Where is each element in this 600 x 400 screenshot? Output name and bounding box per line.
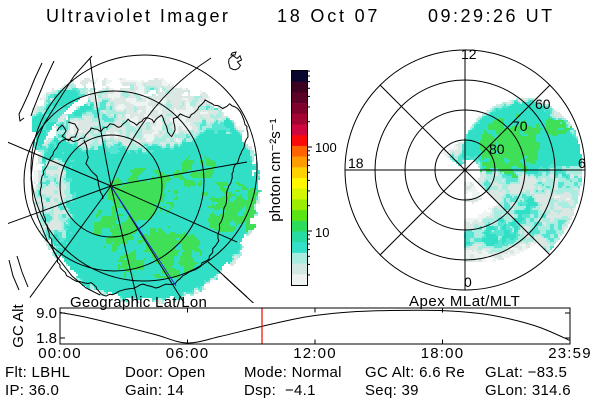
svg-text:photon cm⁻²s⁻¹: photon cm⁻²s⁻¹ [267,118,284,221]
svg-text:Mode: Normal: Mode: Normal [244,364,342,381]
svg-text:09:29:26 UT: 09:29:26 UT [428,6,555,26]
svg-text:IP: 36.0: IP: 36.0 [5,382,59,399]
svg-text:6: 6 [578,155,586,171]
svg-text:18 Oct 07: 18 Oct 07 [277,6,380,26]
svg-text:Dsp: −4.1: Dsp: −4.1 [244,382,316,399]
svg-text:Geographic Lat/Lon: Geographic Lat/Lon [70,294,207,311]
svg-text:23:59: 23:59 [548,345,592,362]
svg-text:06:00: 06:00 [166,345,210,362]
svg-text:18:00: 18:00 [421,345,465,362]
svg-text:18: 18 [348,155,364,171]
svg-text:100: 100 [315,140,337,155]
svg-text:Flt: LBHL: Flt: LBHL [5,364,70,381]
svg-text:Apex MLat/MLT: Apex MLat/MLT [409,293,520,310]
svg-text:1.8: 1.8 [36,330,57,347]
svg-text:12: 12 [461,46,477,62]
svg-text:GLat: −83.5: GLat: −83.5 [485,364,567,381]
svg-text:GLon: 314.6: GLon: 314.6 [485,382,571,399]
svg-text:60: 60 [535,96,551,112]
svg-text:12:00: 12:00 [293,345,337,362]
svg-text:Door: Open: Door: Open [125,364,206,381]
svg-text:Seq: 39: Seq: 39 [365,382,419,399]
svg-text:0: 0 [464,274,472,290]
svg-text:Ultraviolet Imager: Ultraviolet Imager [46,6,230,26]
svg-text:GC Alt: 6.6 Re: GC Alt: 6.6 Re [365,364,465,381]
svg-text:9.0: 9.0 [36,305,57,322]
svg-text:GC Alt: GC Alt [10,304,27,348]
svg-text:10: 10 [315,225,329,240]
svg-text:Gain: 14: Gain: 14 [125,382,184,399]
svg-text:70: 70 [512,118,528,134]
svg-text:80: 80 [489,141,505,157]
svg-text:00:00: 00:00 [38,345,82,362]
